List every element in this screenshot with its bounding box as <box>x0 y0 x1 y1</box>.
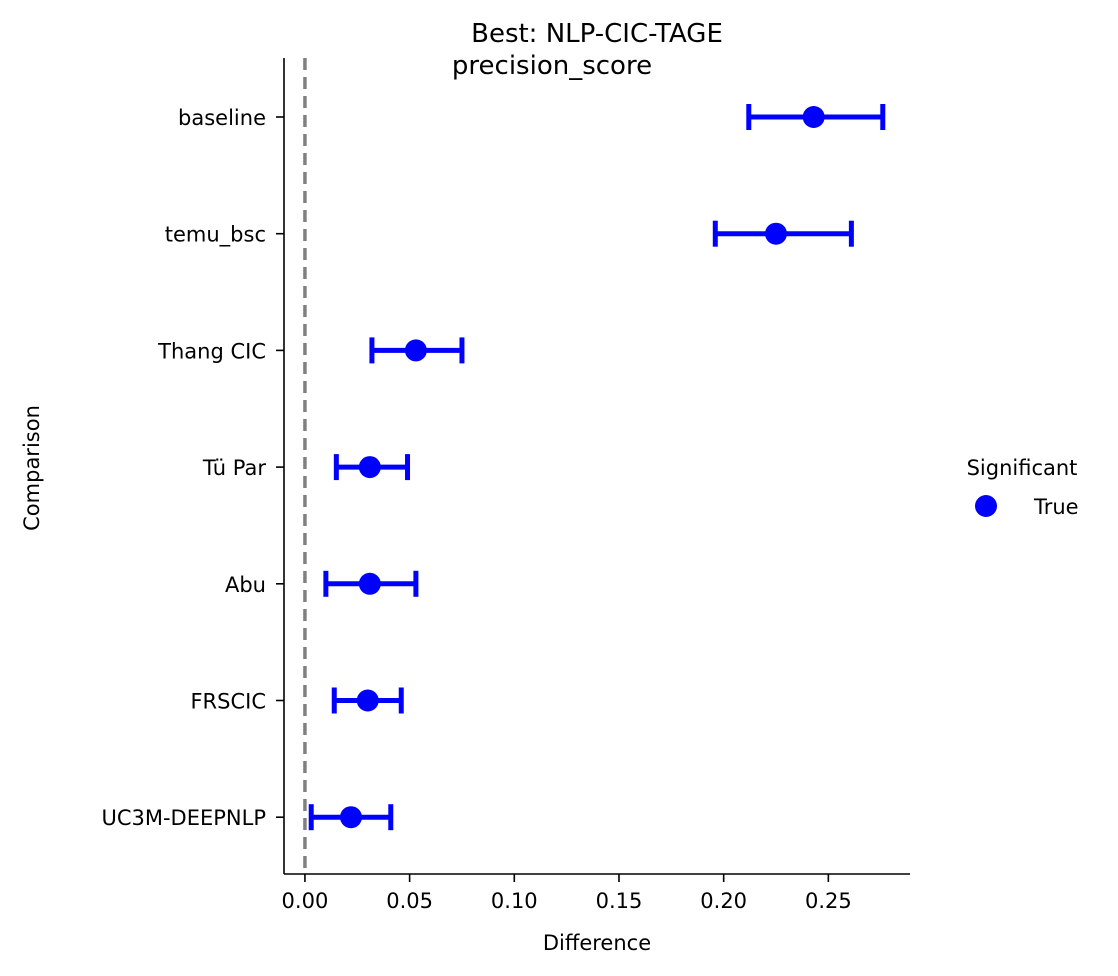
x-tick-label: 0.10 <box>491 889 538 913</box>
data-point <box>358 572 381 595</box>
chart-title: Best: NLP-CIC-TAGE <box>471 19 723 49</box>
y-tick-label: FRSCIC <box>190 690 266 714</box>
x-tick-label: 0.25 <box>805 889 852 913</box>
data-point <box>802 106 825 128</box>
chart-subtitle: precision_score <box>452 51 652 81</box>
y-tick-label: Thang CIC <box>157 339 266 363</box>
data-point <box>358 456 381 479</box>
legend: Significant True <box>967 456 1079 519</box>
legend-marker <box>975 495 997 517</box>
legend-entry-true: True <box>1033 495 1079 519</box>
data-point <box>404 339 427 362</box>
y-axis-title: Comparison <box>20 405 44 531</box>
legend-title: Significant <box>967 456 1078 480</box>
y-tick-label: temu_bsc <box>165 223 266 248</box>
x-tick-label: 0.20 <box>700 889 747 913</box>
x-axis-title: Difference <box>543 931 651 955</box>
y-tick-label: UC3M-DEEPNLP <box>101 806 266 830</box>
y-tick-label: Tü Par <box>202 456 267 480</box>
x-tick-label: 0.05 <box>386 889 433 913</box>
x-tick-label: 0.00 <box>282 889 329 913</box>
plot-area: 0.00 0.05 0.10 0.15 0.20 0.25 baseline temu_bsc… <box>101 58 910 913</box>
x-tick-label: 0.15 <box>596 889 643 913</box>
data-point <box>356 689 379 712</box>
data-point <box>339 806 362 829</box>
data-point <box>765 222 788 245</box>
y-tick-label: baseline <box>178 106 266 130</box>
y-tick-label: Abu <box>225 573 266 597</box>
